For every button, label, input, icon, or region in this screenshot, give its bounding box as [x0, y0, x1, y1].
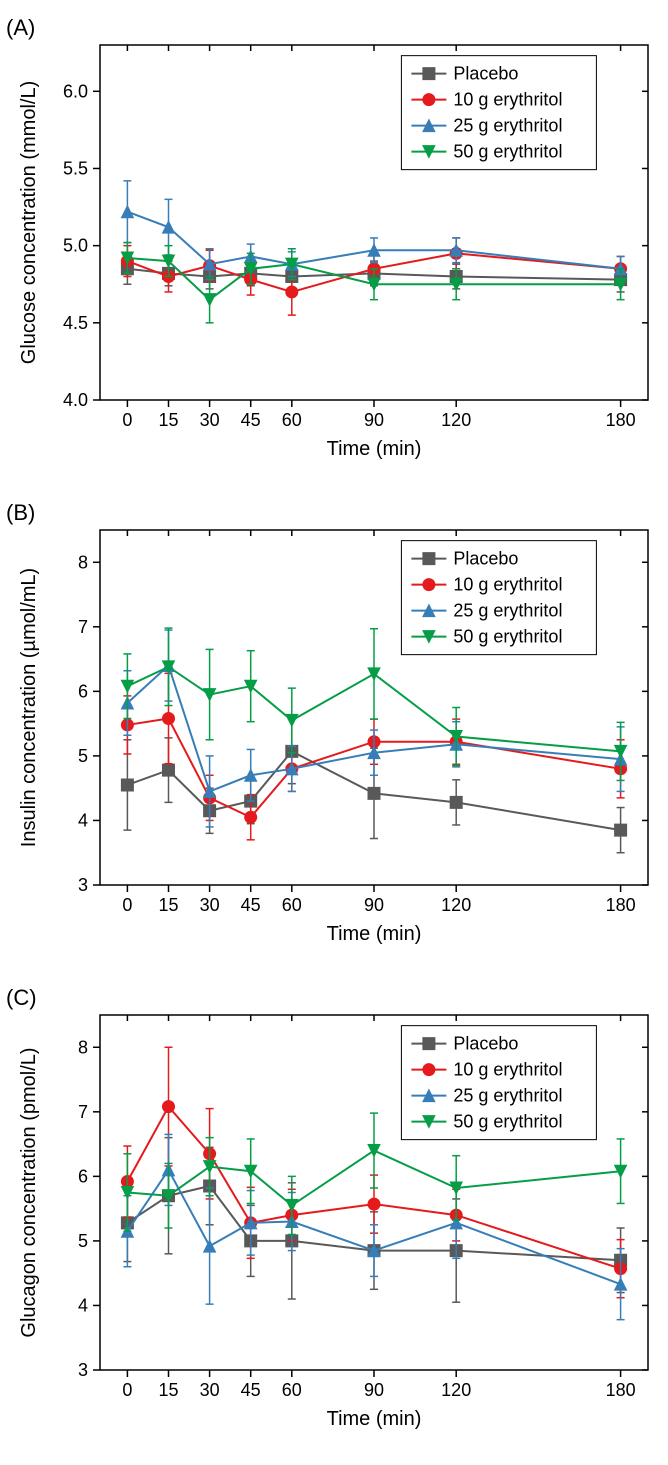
ytick-label: 5: [78, 746, 88, 766]
legend: Placebo 10 g erythritol 25 g erythritol 50 …: [401, 1026, 596, 1140]
y-axis-label: Insulin concentration (µmol/mL): [18, 568, 40, 847]
legend: Placebo 10 g erythritol 25 g erythritol 50 …: [401, 56, 596, 170]
ytick-label: 4: [78, 1295, 88, 1315]
xtick-label: 120: [441, 1380, 471, 1400]
xtick-label: 0: [122, 895, 132, 915]
ytick-label: 6: [78, 681, 88, 701]
xtick-label: 180: [606, 895, 636, 915]
xtick-label: 90: [364, 410, 384, 430]
xtick-label: 45: [241, 895, 261, 915]
ytick-label: 5.5: [63, 158, 88, 178]
x-axis-label: Time (min): [327, 923, 422, 945]
legend-label-ery25: 25 g erythritol: [453, 601, 562, 621]
legend-label-ery10: 10 g erythritol: [453, 90, 562, 110]
xtick-label: 0: [122, 410, 132, 430]
legend-label-placebo: Placebo: [453, 64, 518, 84]
legend-label-placebo: Placebo: [453, 1034, 518, 1054]
ytick-label: 6: [78, 1166, 88, 1186]
ytick-label: 8: [78, 1037, 88, 1057]
xtick-label: 60: [282, 1380, 302, 1400]
ytick-label: 6.0: [63, 81, 88, 101]
xtick-label: 30: [200, 895, 220, 915]
xtick-label: 30: [200, 1380, 220, 1400]
xtick-label: 180: [606, 410, 636, 430]
legend-label-ery50: 50 g erythritol: [453, 627, 562, 647]
xtick-label: 45: [241, 410, 261, 430]
y-axis-label: Glucose concentration (mmol/L): [18, 81, 40, 364]
legend-label-ery25: 25 g erythritol: [453, 1086, 562, 1106]
chart-panel-C: 01530456090120180345678Time (min)Glucago…: [0, 985, 668, 1455]
xtick-label: 45: [241, 1380, 261, 1400]
figure-container: (A)015304560901201804.04.55.05.56.0Time …: [0, 0, 668, 1465]
ytick-label: 4: [78, 810, 88, 830]
chart-panel-B: 01530456090120180345678Time (min)Insulin…: [0, 500, 668, 970]
ytick-label: 5: [78, 1231, 88, 1251]
xtick-label: 120: [441, 895, 471, 915]
xtick-label: 90: [364, 1380, 384, 1400]
ytick-label: 5.0: [63, 236, 88, 256]
xtick-label: 30: [200, 410, 220, 430]
ytick-label: 4.5: [63, 313, 88, 333]
xtick-label: 60: [282, 410, 302, 430]
legend-label-ery50: 50 g erythritol: [453, 1112, 562, 1132]
xtick-label: 90: [364, 895, 384, 915]
legend-label-placebo: Placebo: [453, 549, 518, 569]
legend-label-ery10: 10 g erythritol: [453, 1060, 562, 1080]
xtick-label: 15: [158, 410, 178, 430]
xtick-label: 60: [282, 895, 302, 915]
chart-panel-A: 0 15 30 45 60 90 120 180 4.0 4.5 5.0 5.5 6.0 Time (mi…: [0, 15, 668, 485]
legend-label-ery25: 25 g erythritol: [453, 116, 562, 136]
xtick-label: 180: [606, 1380, 636, 1400]
x-axis-label: Time (min): [327, 438, 422, 460]
ytick-label: 3: [78, 875, 88, 895]
xtick-label: 15: [158, 1380, 178, 1400]
ytick-label: 4.0: [63, 390, 88, 410]
x-axis-label: Time (min): [327, 1408, 422, 1430]
xtick-label: 120: [441, 410, 471, 430]
xtick-label: 0: [122, 1380, 132, 1400]
ytick-label: 7: [78, 1102, 88, 1122]
y-axis-label: Glucagon concentration (pmol/L): [18, 1047, 40, 1337]
legend-label-ery10: 10 g erythritol: [453, 575, 562, 595]
xtick-label: 15: [158, 895, 178, 915]
legend-label-ery50: 50 g erythritol: [453, 142, 562, 162]
ytick-label: 8: [78, 552, 88, 572]
legend: Placebo 10 g erythritol 25 g erythritol 50 …: [401, 541, 596, 655]
ytick-label: 3: [78, 1360, 88, 1380]
ytick-label: 7: [78, 617, 88, 637]
